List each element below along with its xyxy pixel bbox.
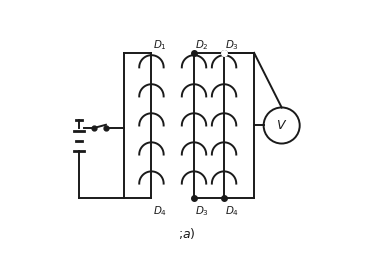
Text: $D_3$: $D_3$ [195,204,209,218]
Text: $D_4$: $D_4$ [225,204,239,218]
Text: $D_1$: $D_1$ [153,38,167,52]
Text: $D_3$: $D_3$ [225,38,239,52]
Text: $V$: $V$ [276,119,287,132]
Text: $D_4$: $D_4$ [153,204,167,218]
Text: $D_2$: $D_2$ [195,38,209,52]
Text: ;$a$): ;$a$) [178,226,195,241]
